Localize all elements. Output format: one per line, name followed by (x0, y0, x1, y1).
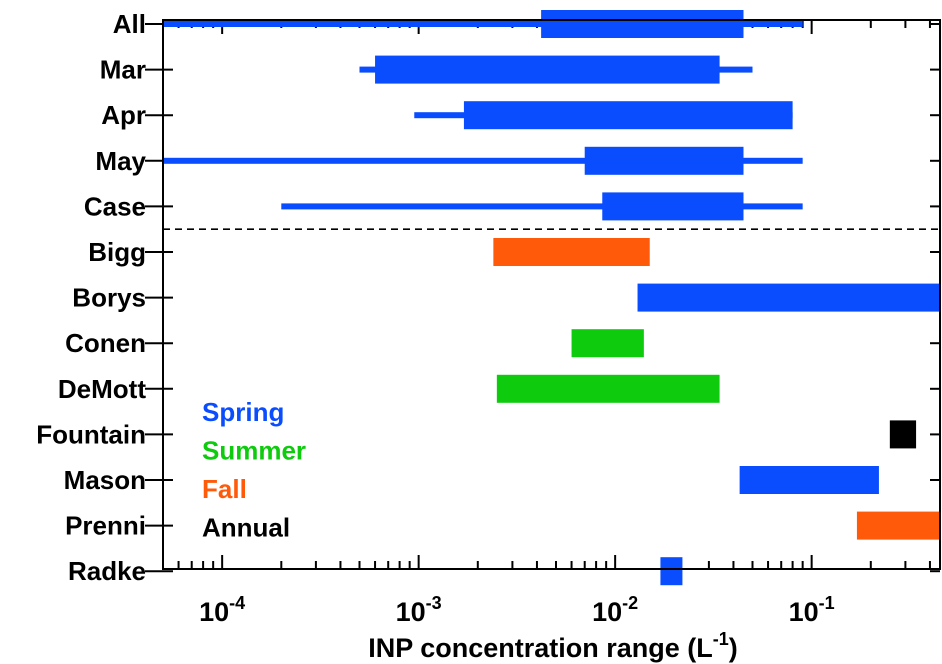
range-bar-case (602, 192, 744, 221)
range-line-may (163, 157, 803, 164)
row-label-case: Case (84, 191, 146, 221)
range-bar-mar (375, 55, 720, 84)
range-bar-fountain (889, 420, 917, 449)
row-label-prenni: Prenni (65, 511, 146, 541)
row-label-demott: DeMott (58, 374, 146, 404)
legend-summer: Summer (202, 436, 306, 466)
row-label-fountain: Fountain (36, 419, 146, 449)
range-bar-conen (571, 329, 644, 358)
row-label-apr: Apr (101, 100, 146, 130)
x-axis-label: INP concentration range (L-1) (368, 629, 738, 663)
row-label-all: All (113, 9, 146, 39)
row-label-mar: Mar (100, 55, 146, 85)
x-tick-label: 10-3 (396, 593, 442, 627)
range-bar-bigg (493, 238, 650, 266)
range-bar-mason (739, 466, 879, 494)
range-bar-apr (463, 101, 793, 130)
row-label-borys: Borys (72, 283, 146, 313)
row-label-radke: Radke (68, 556, 146, 586)
x-tick-label: 10-4 (199, 593, 245, 627)
range-line-all (163, 21, 803, 27)
range-bar-demott (496, 374, 720, 403)
x-tick-label: 10-1 (789, 593, 835, 627)
legend-annual: Annual (202, 513, 290, 543)
range-bars (163, 10, 940, 586)
range-bar-all (541, 10, 744, 38)
row-label-bigg: Bigg (88, 237, 146, 267)
range-bar-may (584, 146, 744, 175)
x-tick-label: 10-2 (592, 593, 638, 627)
row-label-may: May (95, 146, 146, 176)
row-label-conen: Conen (65, 328, 146, 358)
range-bar-prenni (856, 511, 940, 540)
range-bar-borys (637, 283, 940, 312)
range-line-case (281, 203, 803, 210)
x-tick-labels: 10-4 10-3 10-2 10-1 (199, 593, 835, 627)
legend: Spring Summer Fall Annual (202, 397, 306, 543)
plot-frame (162, 19, 941, 570)
legend-fall: Fall (202, 474, 247, 504)
legend-spring: Spring (202, 397, 284, 427)
range-bar-radke (660, 557, 683, 586)
row-label-mason: Mason (64, 465, 146, 495)
row-labels: All Mar Apr May Case Bigg Borys Conen DeMott Foun… (36, 9, 146, 586)
